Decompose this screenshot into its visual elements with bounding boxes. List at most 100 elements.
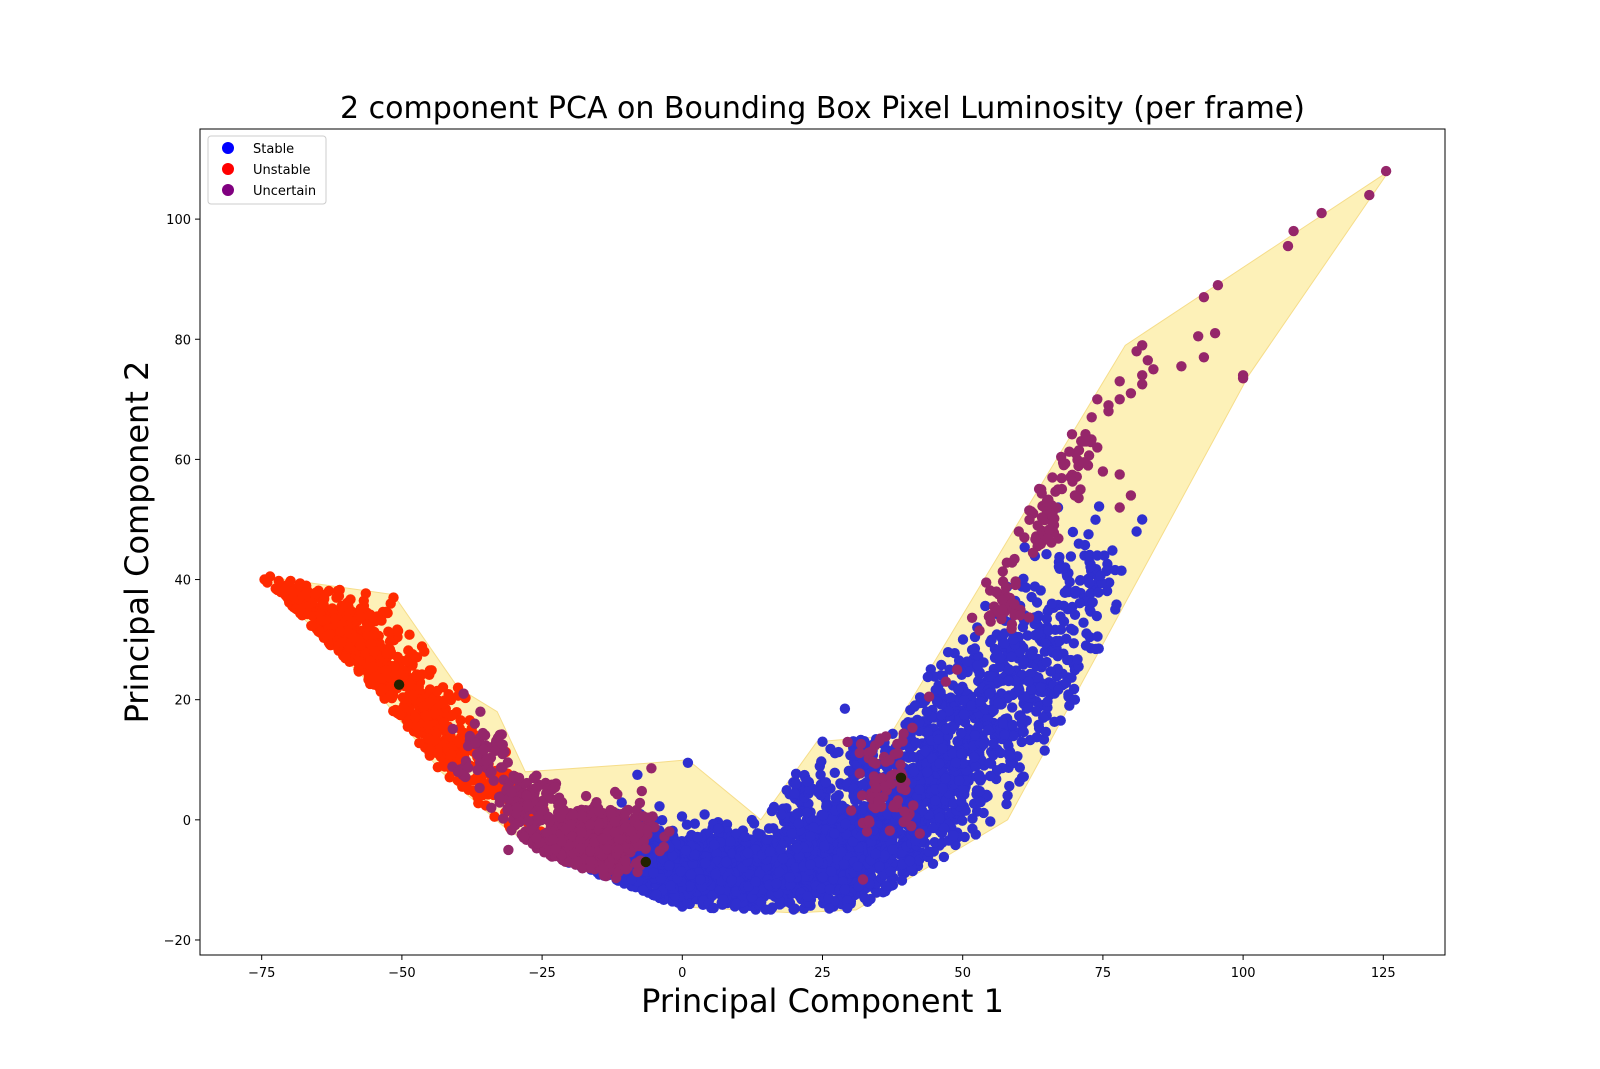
point-unstable — [270, 583, 281, 594]
point-unstable — [404, 629, 415, 640]
point-unstable — [335, 626, 346, 637]
point-stable — [805, 831, 816, 842]
point-unstable — [360, 588, 371, 599]
point-stable — [843, 765, 855, 776]
point-stable — [1070, 585, 1081, 597]
point-unstable — [380, 665, 391, 676]
point-stable — [970, 761, 981, 772]
point-stable — [887, 844, 899, 855]
point-unstable — [438, 722, 450, 733]
point-stable — [692, 831, 703, 843]
point-stable — [1027, 649, 1038, 661]
point-stable — [934, 758, 945, 769]
points-layer — [259, 165, 1392, 915]
point-stable — [1033, 610, 1044, 621]
point-stable — [1074, 598, 1086, 609]
point-unstable — [395, 669, 406, 681]
point-stable — [885, 866, 896, 877]
point-stable — [654, 801, 665, 812]
point-stable — [997, 718, 1009, 729]
point-unstable — [381, 648, 392, 659]
point-unstable — [369, 671, 381, 683]
point-stable — [908, 765, 920, 777]
point-stable — [950, 757, 961, 768]
point-stable — [870, 848, 881, 860]
point-stable — [972, 660, 983, 671]
point-stable — [983, 724, 994, 736]
point-stable — [1004, 780, 1015, 792]
point-unstable — [416, 669, 428, 680]
point-stable — [1095, 570, 1106, 581]
point-unstable — [432, 747, 443, 759]
point-stable — [829, 828, 840, 839]
point-stable — [978, 807, 989, 819]
point-stable — [974, 785, 985, 797]
point-unstable — [455, 715, 466, 726]
point-stable — [1001, 798, 1012, 810]
point-stable — [788, 904, 799, 915]
point-stable — [1085, 561, 1096, 573]
point-stable — [1079, 539, 1091, 551]
point-unstable — [376, 615, 387, 626]
point-stable — [1018, 726, 1029, 738]
point-stable — [937, 743, 948, 754]
series-stable — [529, 501, 1148, 915]
point-stable — [805, 859, 816, 870]
point-stable — [985, 816, 996, 827]
point-stable — [802, 776, 813, 787]
point-stable — [764, 846, 776, 857]
point-stable — [961, 656, 973, 667]
point-stable — [771, 878, 782, 889]
point-unstable — [392, 625, 404, 637]
point-stable — [1092, 550, 1103, 561]
point-unstable — [340, 653, 351, 664]
point-stable — [1046, 598, 1058, 609]
point-stable — [1093, 501, 1105, 512]
point-stable — [1059, 587, 1071, 598]
point-stable — [720, 856, 732, 868]
point-stable — [657, 815, 668, 826]
point-stable — [874, 861, 885, 872]
point-stable — [1090, 514, 1101, 525]
point-stable — [689, 818, 700, 829]
point-stable — [1107, 545, 1118, 556]
point-stable — [777, 853, 789, 864]
point-stable — [816, 756, 827, 767]
point-stable — [921, 766, 933, 778]
point-stable — [1042, 696, 1053, 707]
point-unstable — [422, 719, 434, 731]
point-unstable — [429, 708, 441, 719]
point-unstable — [426, 665, 437, 676]
point-stable — [1023, 702, 1034, 713]
point-stable — [993, 676, 1004, 687]
point-stable — [880, 880, 892, 891]
point-stable — [773, 866, 785, 878]
point-stable — [1016, 736, 1027, 748]
point-unstable — [429, 734, 440, 746]
point-stable — [726, 875, 737, 886]
point-stable — [978, 739, 989, 750]
point-stable — [725, 836, 736, 847]
point-stable — [910, 700, 921, 711]
point-stable — [938, 822, 950, 834]
point-stable — [1131, 526, 1142, 537]
point-unstable — [419, 646, 430, 657]
point-unstable — [401, 655, 412, 667]
point-unstable — [355, 640, 366, 651]
point-stable — [974, 772, 985, 783]
point-stable — [767, 902, 778, 913]
point-stable — [763, 823, 775, 834]
point-stable — [940, 773, 951, 784]
point-unstable — [445, 749, 457, 760]
point-stable — [1041, 549, 1052, 560]
point-unstable — [333, 590, 345, 602]
point-unstable — [489, 811, 500, 822]
point-unstable — [443, 689, 454, 700]
point-stable — [829, 767, 840, 778]
point-stable — [637, 884, 649, 895]
point-stable — [1093, 587, 1104, 598]
point-stable — [1039, 745, 1050, 756]
point-stable — [1074, 575, 1086, 586]
